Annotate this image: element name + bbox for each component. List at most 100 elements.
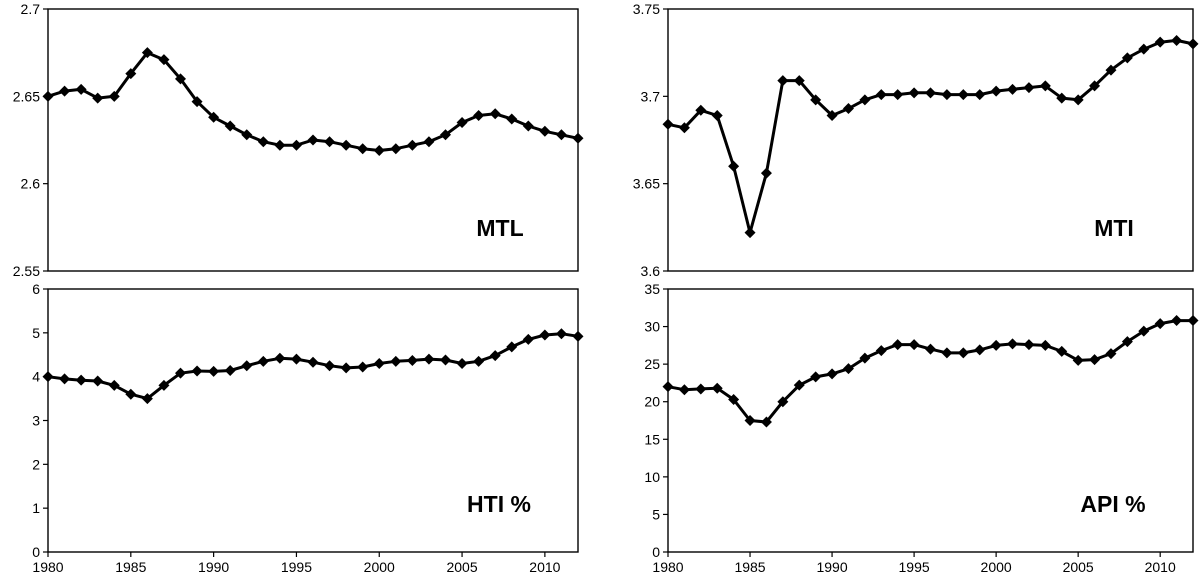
panel-mti-point <box>1154 36 1166 48</box>
panel-hti-point <box>125 388 137 400</box>
panel-mti-point <box>1121 52 1133 64</box>
panel-hti-point <box>324 360 336 372</box>
panel-hti-point <box>456 358 468 370</box>
panel-mtl: 2.55 2.6 2.65 2.7 MTL <box>13 1 584 279</box>
panel-mti-point <box>826 110 838 122</box>
panel-mti-point <box>859 94 871 106</box>
panel-mti-point <box>1105 64 1117 76</box>
panel-mti-point <box>777 75 789 87</box>
panel-mtl-point <box>373 144 385 156</box>
panel-mtl-point <box>357 143 369 155</box>
panel-api-xtick-label: 2000 <box>981 559 1012 575</box>
panel-api-point <box>1072 354 1084 366</box>
panel-hti-series <box>42 328 584 405</box>
panel-hti-ytick-label: 3 <box>32 413 40 429</box>
panel-mtl-point <box>241 129 253 141</box>
panel-api-ytick-label: 0 <box>652 544 660 560</box>
panel-mtl-ytick-label: 2.55 <box>13 263 40 279</box>
panel-hti-label: HTI % <box>467 491 531 517</box>
panel-hti-point <box>141 393 153 405</box>
panel-hti-point <box>473 355 485 367</box>
panel-hti-xtick-label: 1985 <box>115 559 146 575</box>
panel-api-point <box>810 371 822 383</box>
panel-api-point <box>777 396 789 408</box>
panel-hti-point <box>572 330 584 342</box>
panel-api-point <box>892 339 904 351</box>
panel-mtl-y-axis: 2.55 2.6 2.65 2.7 <box>13 1 48 279</box>
panel-mti-ytick-label: 3.7 <box>641 88 661 104</box>
panel-mti: 3.6 3.65 3.7 3.75 MTI <box>633 1 1199 279</box>
panel-hti-point <box>357 361 369 373</box>
panel-mtl-point <box>108 90 120 102</box>
panel-mtl-point <box>522 120 534 132</box>
panel-api-point <box>826 368 838 380</box>
panel-mtl-point <box>274 139 286 151</box>
panel-mti-label: MTI <box>1094 215 1134 241</box>
panel-mtl-point <box>473 110 485 122</box>
panel-api-point <box>1171 315 1183 327</box>
panel-mti-point <box>990 85 1002 97</box>
panel-hti-point <box>208 365 220 377</box>
panel-api-point <box>974 344 986 356</box>
panel-hti-ytick-label: 5 <box>32 325 40 341</box>
panel-mtl-ytick-label: 2.65 <box>13 88 40 104</box>
panel-api-point <box>695 383 707 395</box>
panel-api-point <box>1039 339 1051 351</box>
panel-hti-point <box>406 354 418 366</box>
panel-mti-ytick-label: 3.65 <box>633 176 660 192</box>
panel-mtl-ytick-label: 2.7 <box>21 1 41 17</box>
panel-hti-ytick-label: 1 <box>32 500 40 516</box>
panel-api-xtick-label: 1980 <box>652 559 683 575</box>
panel-mti-point <box>760 167 772 179</box>
panel-mti-point <box>695 104 707 116</box>
panel-mtl-ytick-label: 2.6 <box>21 176 41 192</box>
panel-mti-point <box>793 75 805 87</box>
panel-hti-xtick-label: 1990 <box>198 559 229 575</box>
panel-api-point <box>1138 325 1150 337</box>
panel-hti-point <box>440 354 451 366</box>
panel-api-xtick-label: 2010 <box>1145 559 1176 575</box>
panel-mti-ytick-label: 3.6 <box>641 263 661 279</box>
panel-hti-point <box>522 333 534 345</box>
panel-mti-point <box>925 87 936 99</box>
panel-hti-xtick-label: 2010 <box>529 559 560 575</box>
panel-api-point <box>859 352 871 364</box>
panel-mtl-point <box>456 117 468 129</box>
panel-mtl-series <box>42 47 584 156</box>
panel-hti-point <box>307 356 319 368</box>
panel-mtl-point <box>324 136 336 148</box>
panel-api-point <box>1187 315 1199 327</box>
panel-hti-point <box>75 374 87 386</box>
panel-hti-xtick-label: 1980 <box>32 559 63 575</box>
panel-api-y-axis: 0 5 10 15 20 25 30 35 <box>644 281 668 560</box>
panel-mti-y-axis: 3.6 3.65 3.7 3.75 <box>633 1 668 279</box>
panel-mti-point <box>1007 83 1019 95</box>
panel-hti-point <box>59 373 71 385</box>
panel-mti-point <box>1171 34 1183 46</box>
panel-hti-point <box>340 362 352 374</box>
panel-hti-point <box>241 360 253 372</box>
panel-api-point <box>842 363 854 375</box>
panel-mti-frame <box>667 8 1194 272</box>
panel-api-ytick-label: 25 <box>644 356 660 372</box>
panel-mtl-point <box>257 136 269 148</box>
panel-mtl-point <box>175 73 186 85</box>
panel-hti-xtick-label: 2005 <box>446 559 477 575</box>
panel-mtl-point <box>440 129 451 141</box>
panel-mtl-point <box>489 108 501 120</box>
panel-hti-point <box>423 353 435 365</box>
panel-api-point <box>1105 348 1117 360</box>
panel-mtl-label: MTL <box>476 215 523 241</box>
panel-mti-point <box>728 160 740 172</box>
panel-api-point <box>925 343 936 355</box>
panel-hti-ytick-label: 2 <box>32 456 40 472</box>
panel-hti-point <box>257 355 269 367</box>
panel-hti-point <box>108 379 120 391</box>
panel-mtl-point <box>141 47 153 59</box>
panel-hti-xtick-label: 1995 <box>281 559 312 575</box>
panel-hti-point <box>92 375 104 387</box>
panel-mti-point <box>711 110 723 122</box>
panel-mtl-point <box>75 83 87 95</box>
panel-api-x-axis: 1980 1985 1990 1995 2000 2005 2010 <box>652 552 1176 575</box>
panel-mti-ytick-label: 3.75 <box>633 1 660 17</box>
